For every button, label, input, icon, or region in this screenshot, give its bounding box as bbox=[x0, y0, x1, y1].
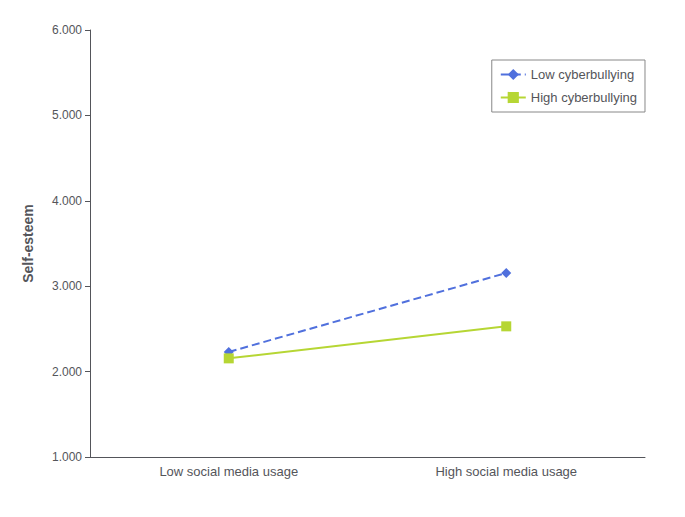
svg-text:Low social media usage: Low social media usage bbox=[159, 464, 298, 479]
svg-text:5.000: 5.000 bbox=[52, 108, 82, 122]
svg-text:1.000: 1.000 bbox=[52, 450, 82, 464]
svg-text:4.000: 4.000 bbox=[52, 194, 82, 208]
svg-text:6.000: 6.000 bbox=[52, 23, 82, 37]
svg-text:High cyberbullying: High cyberbullying bbox=[531, 90, 637, 105]
svg-text:2.000: 2.000 bbox=[52, 365, 82, 379]
svg-text:Low cyberbullying: Low cyberbullying bbox=[531, 67, 634, 82]
svg-text:High social media usage: High social media usage bbox=[435, 464, 577, 479]
svg-text:Self-esteem: Self-esteem bbox=[20, 204, 36, 283]
svg-text:3.000: 3.000 bbox=[52, 279, 82, 293]
